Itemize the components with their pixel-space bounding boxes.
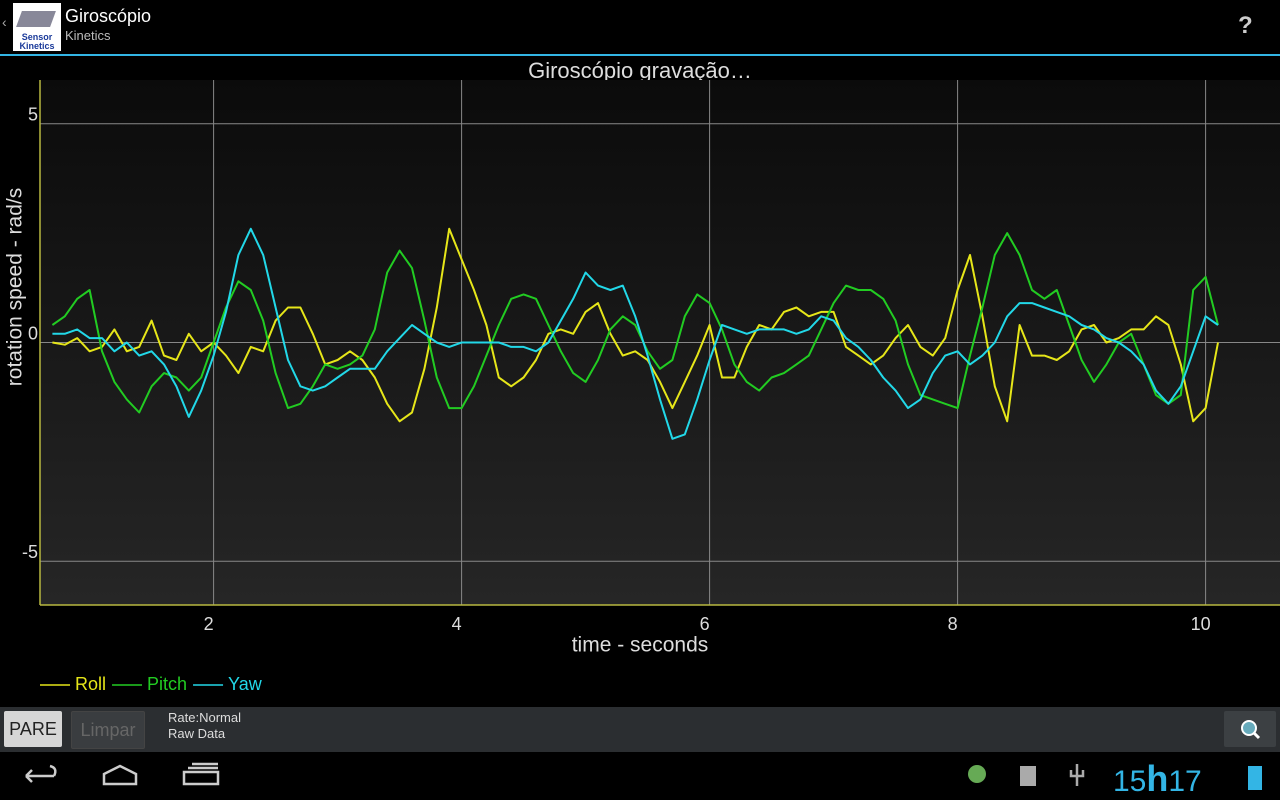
app-subtitle: Kinetics — [65, 28, 111, 43]
legend-label: Yaw — [228, 674, 263, 694]
x-tick-label: 8 — [948, 614, 958, 634]
y-tick-label: 0 — [28, 323, 38, 343]
x-tick-label: 2 — [204, 614, 214, 634]
y-tick-label: -5 — [22, 542, 38, 562]
x-tick-label: 6 — [700, 614, 710, 634]
usb-icon — [1069, 764, 1085, 786]
clock: 15h17 — [1113, 758, 1202, 800]
series-line — [52, 227, 1219, 440]
y-axis-label: rotation speed - rad/s — [4, 188, 27, 386]
legend-label: Roll — [75, 674, 106, 694]
x-tick-label: 4 — [452, 614, 462, 634]
clear-button[interactable]: Limpar — [71, 711, 145, 749]
legend-label: Pitch — [147, 674, 187, 694]
debug-icon — [1020, 766, 1036, 786]
x-axis-label: time - seconds — [572, 634, 709, 657]
help-button[interactable]: ? — [1238, 12, 1253, 39]
app-icon-text: Sensor Kinetics — [19, 32, 55, 51]
up-caret[interactable]: ‹ — [2, 14, 7, 30]
clock-hour: 15 — [1113, 765, 1147, 798]
status-icons — [1020, 764, 1085, 786]
toolbar: PARE Limpar Rate:Normal Raw Data — [0, 707, 1280, 752]
mode-label: Raw Data — [168, 726, 226, 741]
rate-label: Rate:Normal — [168, 710, 241, 725]
chart-title: Giroscópio gravação… — [528, 58, 752, 83]
action-bar: ‹ Sensor Kinetics Giroscópio Kinetics ? — [0, 0, 1280, 56]
chart: Giroscópio gravação… time - seconds rota… — [4, 58, 1280, 694]
stop-button[interactable]: PARE — [4, 711, 62, 747]
app-title: Giroscópio — [65, 6, 152, 26]
app-icon[interactable]: Sensor Kinetics — [13, 3, 61, 51]
back-button[interactable] — [25, 764, 57, 783]
battery-icon — [1248, 766, 1262, 790]
notification-icon — [968, 765, 986, 783]
nav-icons — [25, 762, 986, 786]
navigation-bar: 15h17 — [0, 752, 1280, 800]
y-tick-label: 5 — [28, 105, 38, 125]
x-tick-label: 10 — [1191, 614, 1211, 634]
series-line — [52, 227, 1219, 423]
recents-button[interactable] — [182, 762, 220, 786]
zoom-icon — [1241, 720, 1261, 740]
clock-separator: h — [1146, 758, 1169, 799]
home-button[interactable] — [102, 764, 138, 786]
zoom-button[interactable] — [1224, 711, 1276, 747]
series-line — [51, 232, 1219, 414]
clock-minute: 17 — [1168, 765, 1202, 798]
